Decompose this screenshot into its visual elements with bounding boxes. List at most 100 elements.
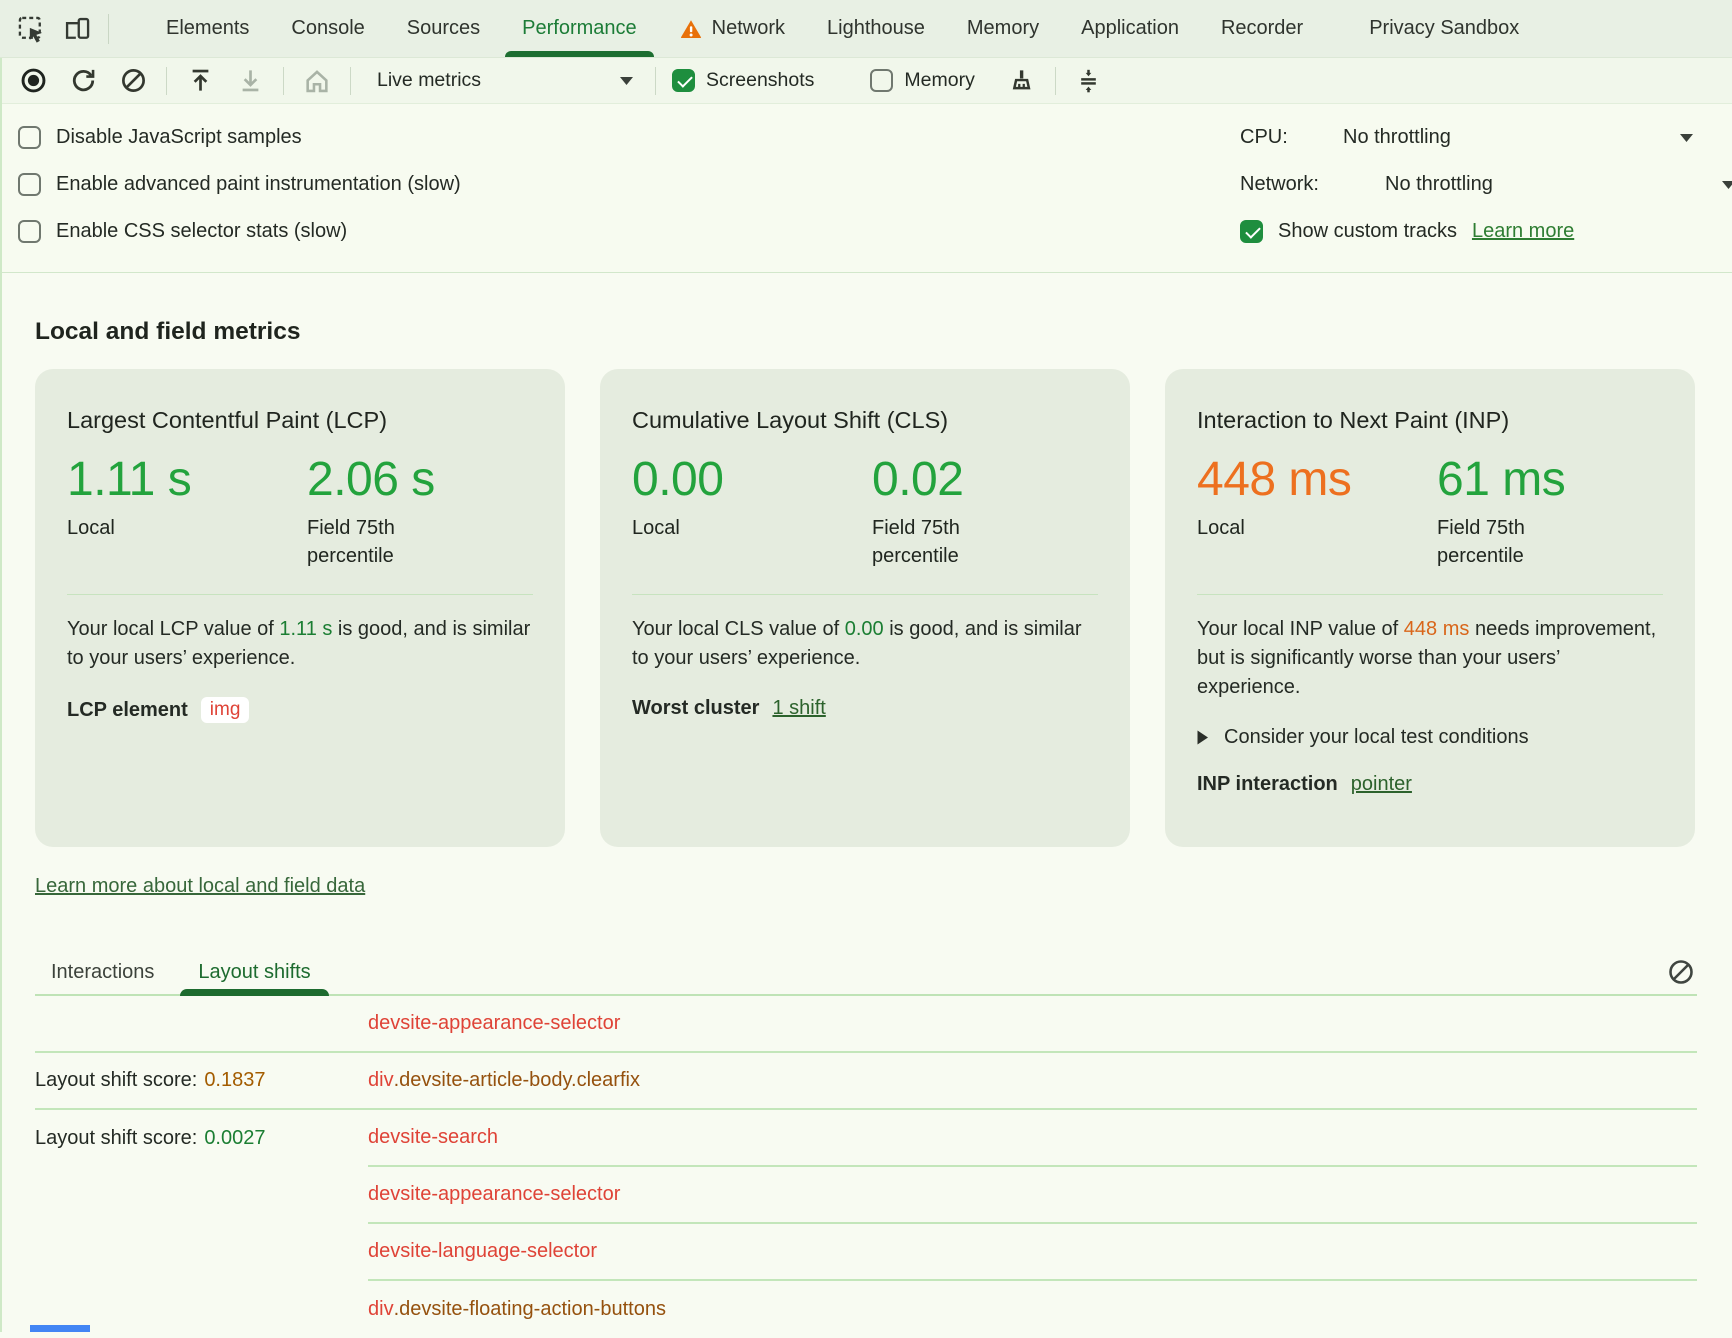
devtools-tab-bar: Elements Console Sources Performance Net… xyxy=(0,0,1732,58)
cls-card-title: Cumulative Layout Shift (CLS) xyxy=(632,407,949,433)
tab-memory[interactable]: Memory xyxy=(966,17,1040,39)
divider xyxy=(632,594,1098,595)
custom-tracks-learn-more-link[interactable]: Learn more xyxy=(1471,220,1575,242)
checkbox-unchecked-icon xyxy=(18,220,41,243)
layout-shift-row: div .devsite-floating-action-buttons xyxy=(35,1281,1697,1338)
divider xyxy=(350,66,351,95)
tab-performance[interactable]: Performance xyxy=(501,0,658,57)
tab-console[interactable]: Console xyxy=(291,17,365,39)
lcp-local-value: 1.11 s xyxy=(67,453,192,506)
inp-local-label: Local xyxy=(1197,517,1245,539)
live-metrics-view: Local and field metrics Largest Contentf… xyxy=(0,317,1732,1338)
shift-element-node-link[interactable]: devsite-language-selector xyxy=(368,1240,598,1262)
layout-shift-row: devsite-appearance-selector xyxy=(35,996,1697,1053)
field-data-learn-more-link[interactable]: Learn more about local and field data xyxy=(35,875,366,897)
layout-shift-score: 0.1837 xyxy=(204,1069,266,1091)
clear-icon[interactable] xyxy=(116,64,150,98)
divider xyxy=(67,594,533,595)
disable-js-samples-checkbox[interactable]: Disable JavaScript samples xyxy=(18,114,461,161)
layout-shift-row: devsite-language-selector xyxy=(35,1224,1697,1281)
record-button[interactable] xyxy=(16,64,50,98)
chevron-down-icon xyxy=(620,76,633,85)
inp-description: Your local INP value of 448 ms needs imp… xyxy=(1197,618,1657,698)
tab-lighthouse[interactable]: Lighthouse xyxy=(827,17,925,39)
divider xyxy=(1197,594,1663,595)
layout-shift-row: devsite-appearance-selector xyxy=(35,1167,1697,1224)
inp-card: Interaction to Next Paint (INP) 448 ms L… xyxy=(1165,369,1695,847)
checkbox-unchecked-icon xyxy=(870,69,894,92)
capture-options: Disable JavaScript samples Enable advanc… xyxy=(0,104,1732,273)
chevron-down-icon xyxy=(1722,180,1732,189)
page-title: Local and field metrics xyxy=(35,318,301,345)
gc-brush-icon[interactable] xyxy=(1005,64,1039,98)
partially-visible-screenshot-strip xyxy=(30,1325,90,1332)
advanced-paint-instrumentation-checkbox[interactable]: Enable advanced paint instrumentation (s… xyxy=(18,161,461,208)
reload-and-record-icon[interactable] xyxy=(66,64,100,98)
cls-local-value: 0.00 xyxy=(632,453,724,506)
lcp-field-label: Field 75th percentile xyxy=(307,517,395,567)
tab-network[interactable]: Network xyxy=(658,0,806,57)
css-selector-stats-checkbox[interactable]: Enable CSS selector stats (slow) xyxy=(18,208,461,255)
lcp-card-title: Largest Contentful Paint (LCP) xyxy=(67,407,388,433)
tab-sources[interactable]: Sources xyxy=(406,17,481,39)
device-toolbar-icon[interactable] xyxy=(62,14,92,44)
live-metrics-log: Interactions Layout shifts devsite-appea… xyxy=(35,950,1697,1338)
divider xyxy=(283,66,284,95)
lcp-field-value: 2.06 s xyxy=(307,453,435,506)
cpu-throttling-select[interactable]: CPU: No throttling xyxy=(1240,114,1732,161)
panel-tabs: Elements Console Sources Performance Net… xyxy=(145,0,1540,57)
lcp-card: Largest Contentful Paint (LCP) 1.11 s Lo… xyxy=(35,369,565,847)
screenshots-checkbox[interactable]: Screenshots xyxy=(672,69,814,92)
checkbox-checked-icon xyxy=(1240,220,1263,243)
inspect-element-icon[interactable] xyxy=(16,14,46,44)
cls-field-value: 0.02 xyxy=(872,453,964,506)
cpu-throttling-value: No throttling xyxy=(1343,126,1451,148)
inp-interaction-link[interactable]: pointer xyxy=(1350,773,1412,795)
worst-cluster-link[interactable]: 1 shift xyxy=(772,697,826,719)
inp-interaction-label: INP interaction xyxy=(1197,773,1338,795)
lcp-description: Your local LCP value of 1.11 s is good, … xyxy=(67,618,531,669)
inp-field-value: 61 ms xyxy=(1437,453,1566,506)
tab-layout-shifts[interactable]: Layout shifts xyxy=(180,950,330,996)
tab-privacy-sandbox[interactable]: Privacy Sandbox xyxy=(1369,17,1520,39)
checkbox-unchecked-icon xyxy=(18,173,41,196)
divider xyxy=(108,13,109,44)
shift-element-node-link[interactable]: div .devsite-floating-action-buttons xyxy=(368,1298,666,1320)
performance-toolbar: Live metrics Screenshots Memory xyxy=(0,58,1732,104)
tab-recorder[interactable]: Recorder xyxy=(1220,17,1304,39)
lcp-element-label: LCP element xyxy=(67,698,188,721)
tab-interactions[interactable]: Interactions xyxy=(51,960,155,983)
metric-cards: Largest Contentful Paint (LCP) 1.11 s Lo… xyxy=(35,369,1697,847)
divider xyxy=(655,66,656,95)
tab-application[interactable]: Application xyxy=(1081,17,1179,39)
tab-elements[interactable]: Elements xyxy=(166,17,250,39)
local-test-conditions-disclosure[interactable]: Consider your local test conditions xyxy=(1197,726,1663,749)
cls-field-label: Field 75th percentile xyxy=(872,517,960,567)
layout-shift-row: Layout shift score: 0.0027 devsite-searc… xyxy=(35,1110,1697,1167)
save-profile-icon[interactable] xyxy=(233,64,267,98)
divider xyxy=(1054,66,1056,95)
log-tabs: Interactions Layout shifts xyxy=(35,950,1697,996)
chevron-down-icon xyxy=(1680,133,1693,142)
shift-element-node-link[interactable]: devsite-search xyxy=(368,1126,499,1148)
shift-element-node-link[interactable]: devsite-appearance-selector xyxy=(368,1183,621,1205)
layout-shift-row: Layout shift score: 0.1837 div .devsite-a… xyxy=(35,1053,1697,1110)
warning-icon xyxy=(679,17,703,41)
panel-mode-dropdown[interactable]: Live metrics xyxy=(367,64,645,98)
layout-shift-rows: devsite-appearance-selector Layout shift… xyxy=(35,996,1697,1338)
load-profile-icon[interactable] xyxy=(183,64,217,98)
home-icon[interactable] xyxy=(300,64,334,98)
memory-checkbox[interactable]: Memory xyxy=(870,69,975,92)
lcp-element-node-link[interactable]: img xyxy=(200,697,250,723)
inp-card-title: Interaction to Next Paint (INP) xyxy=(1197,407,1510,433)
shift-element-node-link[interactable]: div .devsite-article-body.clearfix xyxy=(368,1069,640,1091)
shift-element-node-link[interactable]: devsite-appearance-selector xyxy=(368,1012,621,1034)
show-custom-tracks-checkbox[interactable]: Show custom tracks xyxy=(1240,220,1457,243)
clear-log-icon[interactable] xyxy=(1667,958,1695,986)
cls-card: Cumulative Layout Shift (CLS) 0.00 Local… xyxy=(600,369,1130,847)
inp-field-label: Field 75th percentile xyxy=(1437,517,1525,567)
checkbox-unchecked-icon xyxy=(18,126,41,149)
checkbox-checked-icon xyxy=(672,69,695,92)
collapse-panel-icon[interactable] xyxy=(1072,64,1106,98)
network-throttling-select[interactable]: Network: No throttling xyxy=(1240,161,1732,208)
